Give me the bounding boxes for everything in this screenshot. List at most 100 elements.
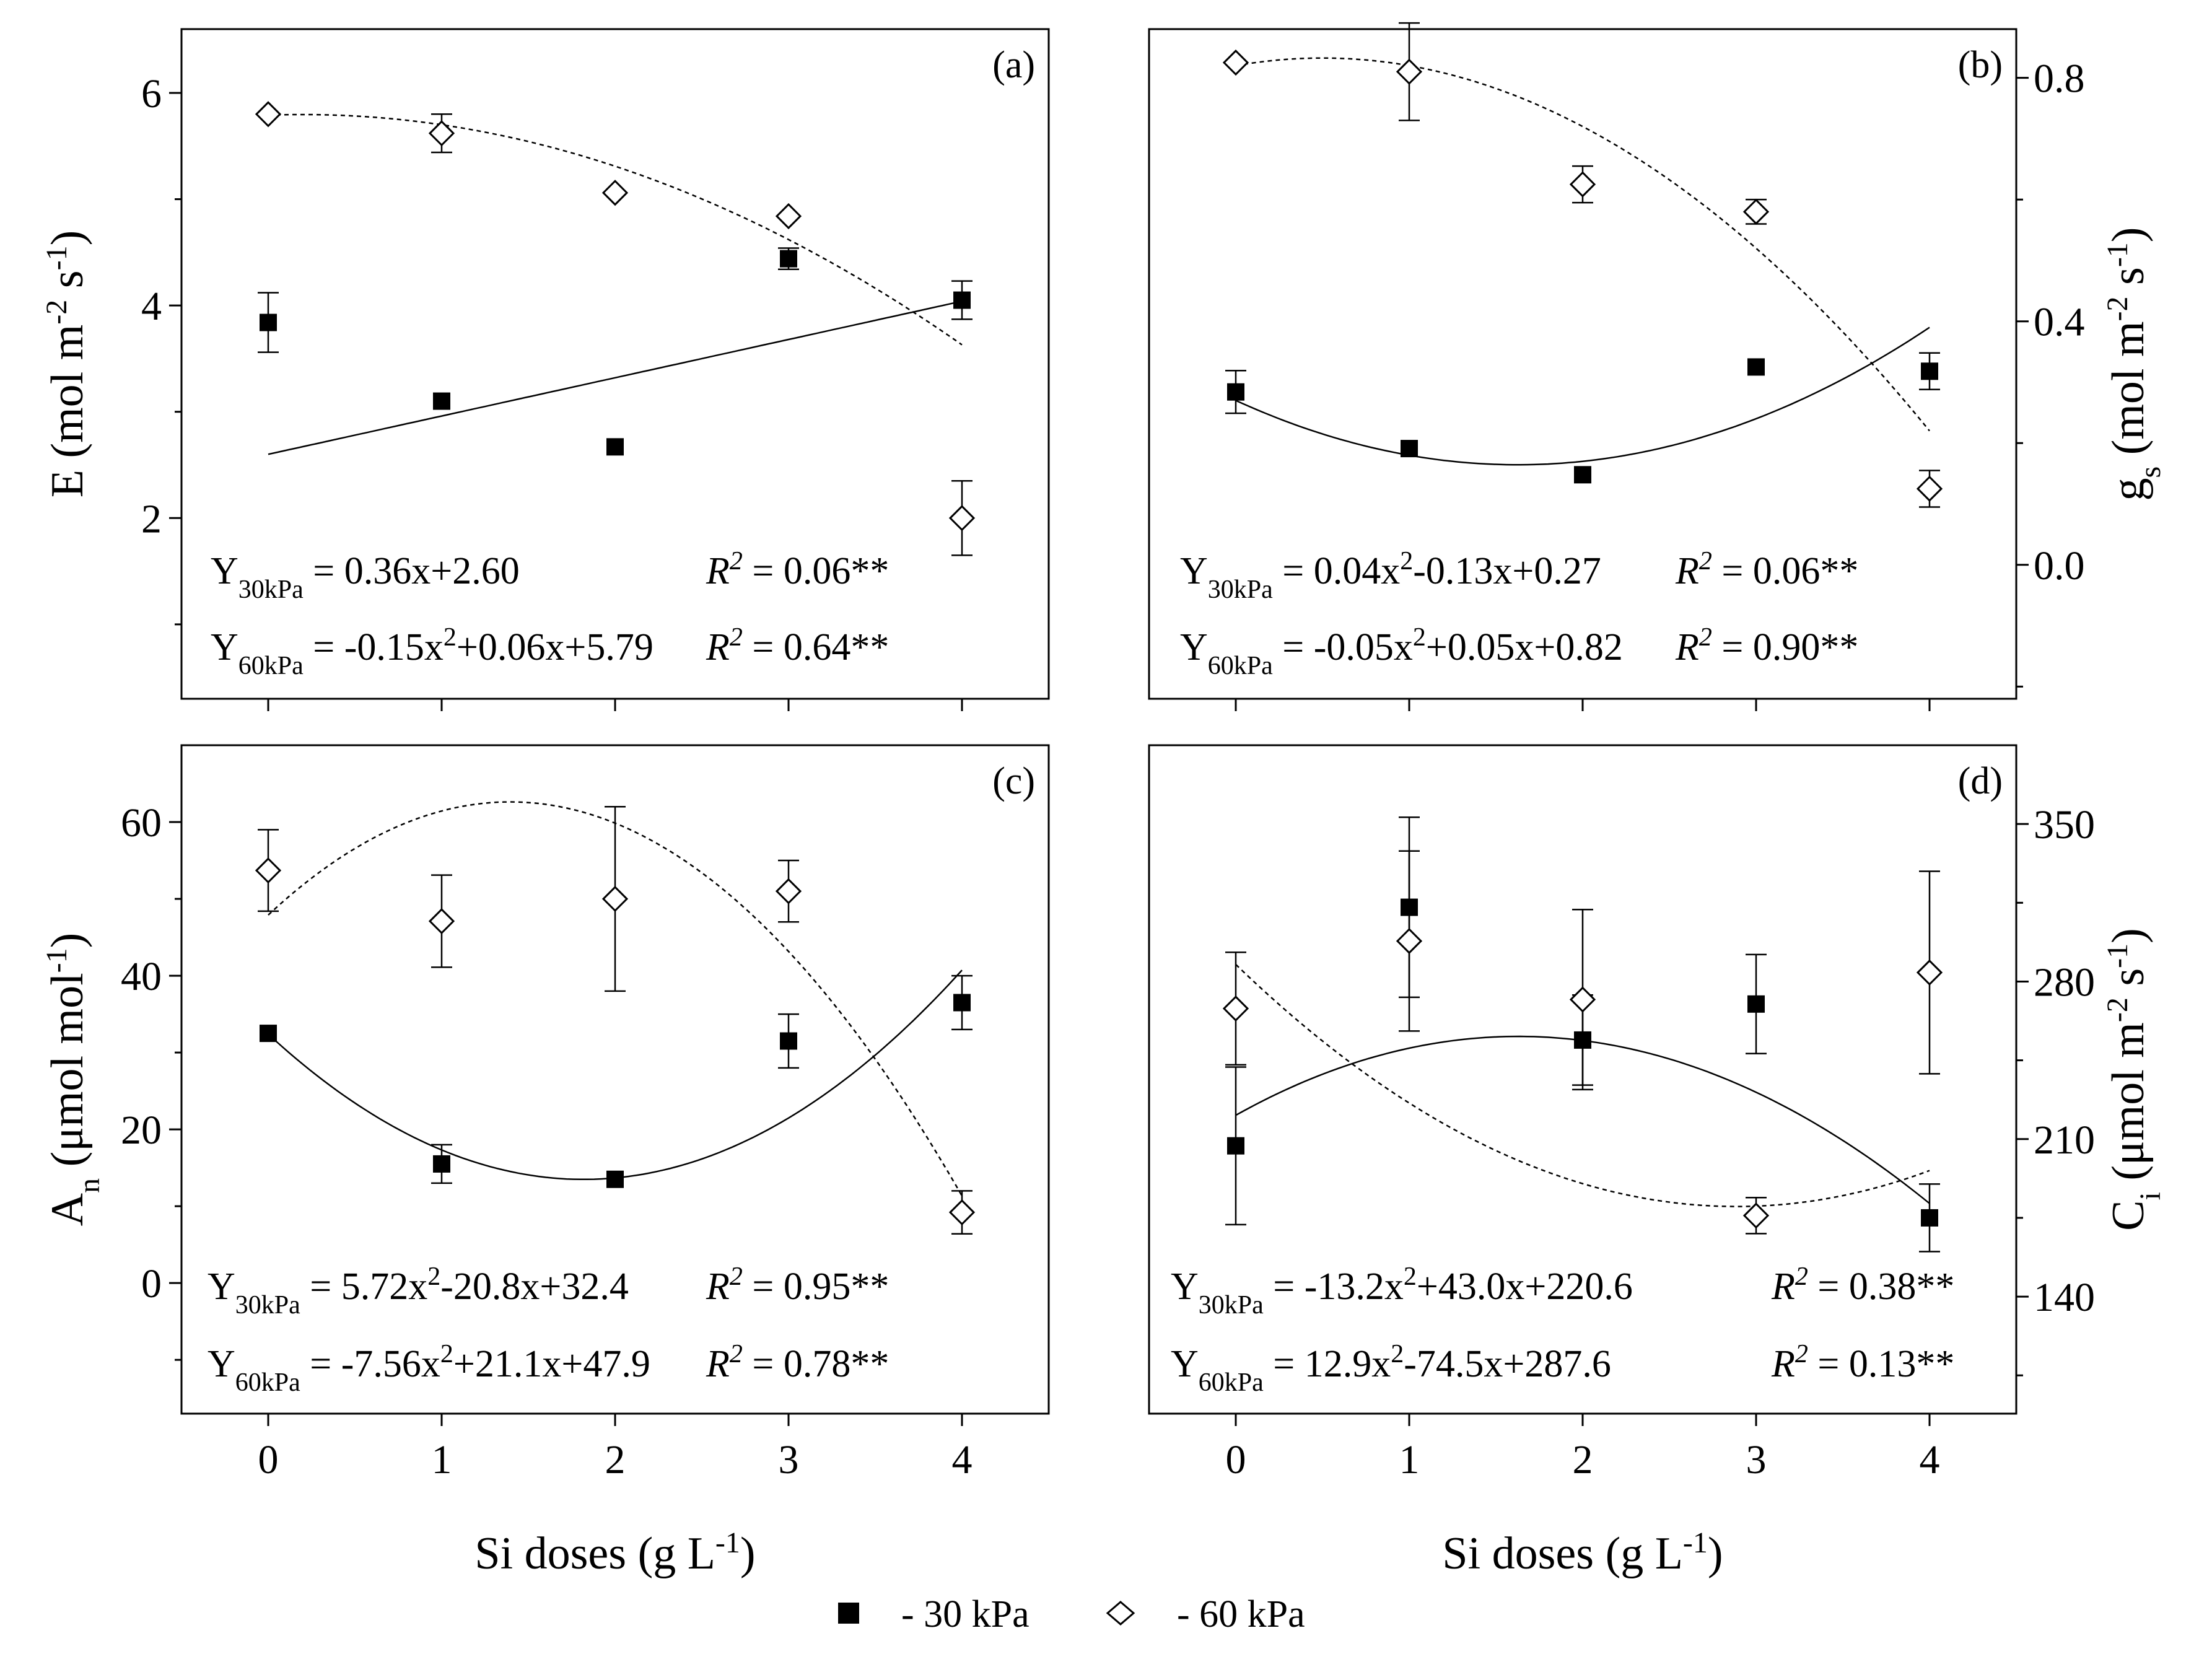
x-tick-label: 3 <box>779 1437 799 1482</box>
fit-curve-30kpa <box>1235 326 1930 466</box>
y-tick-label: 0 <box>141 1261 162 1306</box>
y-tick-label: 140 <box>2034 1275 2095 1320</box>
y-axis-label: Ci (μmol m-2 s-1) <box>2101 928 2167 1231</box>
point-30kpa <box>606 438 624 456</box>
r-squared: R2 = 0.06** <box>1675 547 1858 592</box>
panels: 2 4 6 E (mol m-2 s-1) (a) Y30kPa = 0.36x+2.60… <box>40 22 2167 1580</box>
point-30kpa <box>780 250 797 268</box>
y-tick-label: 0.8 <box>2034 56 2085 102</box>
point-60kpa <box>948 1199 976 1226</box>
x-axis-label: Si doses (g L-1) <box>1442 1526 1723 1580</box>
point-30kpa <box>1747 995 1765 1013</box>
panel-label: (c) <box>992 760 1035 802</box>
point-60kpa <box>1396 58 1423 85</box>
point-60kpa <box>1222 49 1249 76</box>
legend-label-60kpa: - 60 kPa <box>1177 1593 1305 1635</box>
regression-equation: Y30kPa = 0.04x2-0.13x+0.27 <box>1180 547 1601 604</box>
fit-curve-60kpa <box>1235 57 1930 432</box>
y-tick-label: 20 <box>121 1108 162 1153</box>
regression-equation: Y30kPa = 5.72x2-20.8x+32.4 <box>208 1262 629 1319</box>
point-60kpa <box>428 120 455 147</box>
point-60kpa <box>1916 475 1943 502</box>
point-60kpa <box>775 203 802 230</box>
x-tick-label: 1 <box>432 1437 452 1482</box>
y-axis-label: gs (mol m-2 s-1) <box>2101 227 2167 501</box>
regression-equation: Y60kPa = -7.56x2+21.1x+47.9 <box>208 1340 650 1397</box>
point-60kpa <box>1742 1202 1770 1229</box>
x-tick-label: 1 <box>1399 1437 1420 1482</box>
r-squared: R2 = 0.06** <box>706 547 889 592</box>
point-30kpa <box>1747 358 1765 376</box>
y-tick-label: 350 <box>2034 802 2095 847</box>
x-axis-label: Si doses (g L-1) <box>474 1526 755 1580</box>
point-30kpa <box>953 291 971 309</box>
point-60kpa <box>948 505 976 532</box>
x-tick-label: 2 <box>1573 1437 1593 1482</box>
regression-equation: Y60kPa = -0.05x2+0.05x+0.82 <box>1180 623 1623 680</box>
point-30kpa <box>1401 440 1418 458</box>
y-tick-label: 40 <box>121 954 162 999</box>
legend-label-30kpa: - 30 kPa <box>901 1593 1029 1635</box>
y-axis-label: E (mol m-2 s-1) <box>40 230 94 497</box>
point-30kpa <box>1921 1209 1938 1227</box>
point-60kpa <box>601 180 629 206</box>
y-tick-label: 0.4 <box>2034 300 2085 345</box>
point-30kpa <box>433 1155 450 1173</box>
regression-equation: Y60kPa = 12.9x2-74.5x+287.6 <box>1171 1340 1611 1397</box>
x-tick-label: 0 <box>258 1437 279 1482</box>
panel-c: 0 1 2 3 4 Si doses (g L-1) 0 20 40 60 An (μmol mol… <box>40 744 1050 1580</box>
y-tick-label: 4 <box>141 284 162 329</box>
point-30kpa <box>260 313 277 331</box>
plot-frame <box>180 28 1050 700</box>
y-tick-label: 60 <box>121 800 162 846</box>
fit-curve-60kpa <box>1235 963 1930 1207</box>
point-30kpa <box>780 1032 797 1050</box>
y-tick-label: 210 <box>2034 1118 2095 1163</box>
point-60kpa <box>1396 927 1423 955</box>
point-60kpa <box>1222 995 1249 1022</box>
x-tick-label: 4 <box>952 1437 973 1482</box>
point-30kpa <box>433 392 450 410</box>
fit-curve-30kpa <box>268 969 963 1181</box>
point-60kpa <box>775 878 802 904</box>
regression-equation: Y30kPa = 0.36x+2.60 <box>211 550 520 604</box>
r-squared: R2 = 0.13** <box>1771 1340 1954 1385</box>
point-30kpa <box>1227 383 1244 401</box>
r-squared: R2 = 0.38** <box>1771 1262 1954 1308</box>
panel-label: (b) <box>1958 44 2003 86</box>
point-30kpa <box>606 1170 624 1188</box>
point-60kpa <box>1742 198 1770 225</box>
panel-a: 2 4 6 E (mol m-2 s-1) (a) Y30kPa = 0.36x+2.60… <box>40 28 1050 711</box>
fit-curve-30kpa <box>268 300 963 455</box>
r-squared: R2 = 0.78** <box>706 1340 889 1385</box>
point-60kpa <box>1916 959 1943 986</box>
r-squared: R2 = 0.95** <box>706 1262 889 1308</box>
y-tick-label: 280 <box>2034 960 2095 1005</box>
y-axis-label: An (μmol mol-1) <box>40 933 106 1227</box>
point-30kpa <box>1227 1137 1244 1155</box>
x-tick-label: 2 <box>605 1437 626 1482</box>
legend-marker-30kpa <box>838 1603 859 1624</box>
panel-d: 0 1 2 3 4 Si doses (g L-1) 140 210 280 350 Ci (μmo… <box>1148 744 2167 1580</box>
y-tick-label: 6 <box>141 71 162 116</box>
y-tick-label: 2 <box>141 496 162 541</box>
point-30kpa <box>953 994 971 1012</box>
point-30kpa <box>1574 466 1591 484</box>
panel-b: 0.0 0.4 0.8 gs (mol m-2 s-1) (b) Y30kPa = 0.0… <box>1148 22 2167 711</box>
legend-marker-60kpa <box>1106 1601 1135 1626</box>
fit-curve-60kpa <box>268 113 963 346</box>
x-tick-label: 4 <box>1920 1437 1940 1482</box>
x-tick-label: 3 <box>1746 1437 1767 1482</box>
point-60kpa <box>601 885 629 912</box>
point-60kpa <box>255 857 282 884</box>
r-squared: R2 = 0.64** <box>706 623 889 668</box>
r-squared: R2 = 0.90** <box>1675 623 1858 668</box>
legend: - 30 kPa - 60 kPa <box>838 1593 1305 1635</box>
point-60kpa <box>428 908 455 935</box>
y-tick-label: 0.0 <box>2034 543 2085 589</box>
point-60kpa <box>1569 986 1596 1013</box>
point-60kpa <box>1569 171 1596 198</box>
panel-label: (a) <box>992 44 1035 86</box>
x-tick-label: 0 <box>1226 1437 1246 1482</box>
